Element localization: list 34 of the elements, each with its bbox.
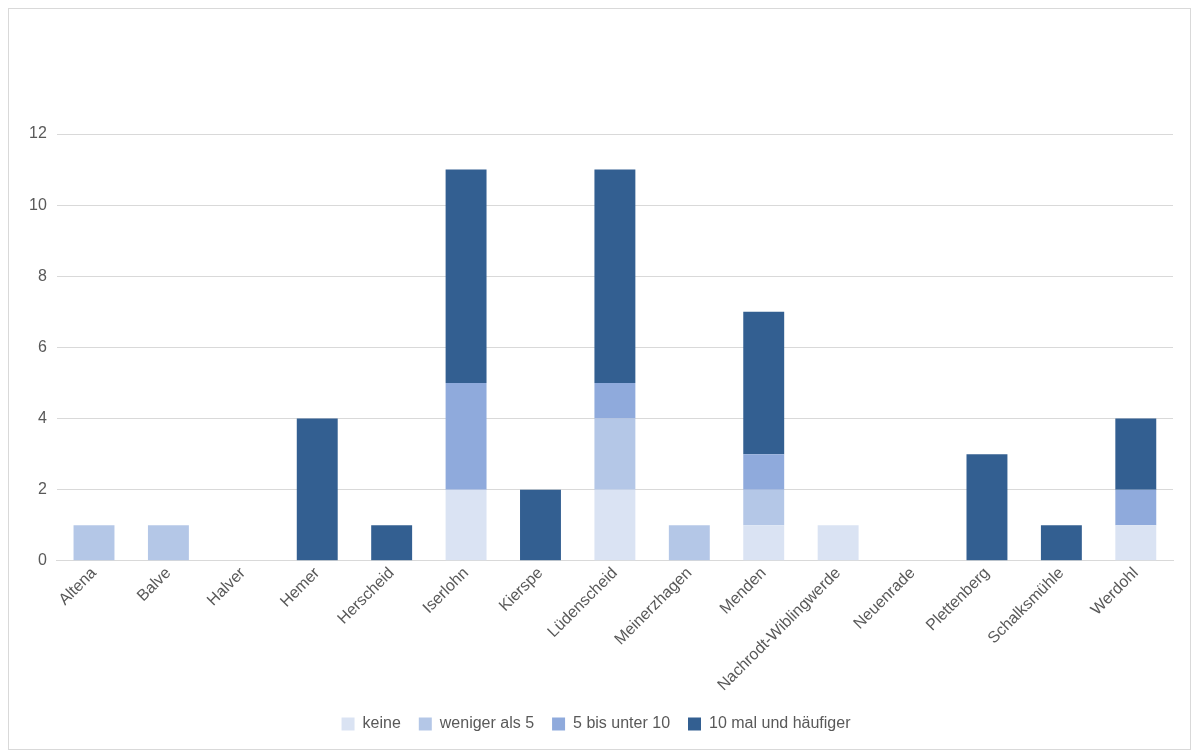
y-tick-label: 8 bbox=[37, 266, 47, 284]
legend-label: 5 bis unter 10 bbox=[573, 714, 671, 732]
bar bbox=[594, 489, 636, 561]
y-tick-label: 0 bbox=[37, 551, 47, 569]
bar bbox=[594, 169, 636, 383]
bar bbox=[445, 169, 487, 383]
bar bbox=[966, 454, 1008, 561]
bar bbox=[1115, 525, 1157, 561]
bar bbox=[668, 525, 710, 561]
legend-label: keine bbox=[362, 714, 401, 732]
legend-label: 10 mal und häufiger bbox=[709, 714, 852, 732]
bar bbox=[817, 525, 859, 561]
y-tick-label: 4 bbox=[37, 408, 47, 426]
bar bbox=[743, 489, 785, 526]
bar bbox=[1040, 525, 1082, 561]
bar bbox=[594, 418, 636, 490]
bar bbox=[743, 311, 785, 455]
y-tick-label: 10 bbox=[29, 195, 47, 213]
bar bbox=[743, 454, 785, 490]
bar bbox=[371, 525, 413, 561]
bar bbox=[1115, 418, 1157, 490]
bar bbox=[73, 525, 115, 561]
bar bbox=[1115, 489, 1157, 526]
y-tick-label: 12 bbox=[29, 124, 47, 142]
bar bbox=[594, 382, 636, 419]
bar bbox=[147, 525, 189, 561]
bar bbox=[445, 489, 487, 561]
legend-label: weniger als 5 bbox=[438, 714, 535, 732]
bar bbox=[296, 418, 338, 561]
bar bbox=[445, 382, 487, 490]
y-tick-label: 2 bbox=[37, 480, 47, 498]
bar bbox=[520, 489, 561, 561]
bar bbox=[743, 525, 785, 561]
y-tick-label: 6 bbox=[37, 337, 47, 355]
